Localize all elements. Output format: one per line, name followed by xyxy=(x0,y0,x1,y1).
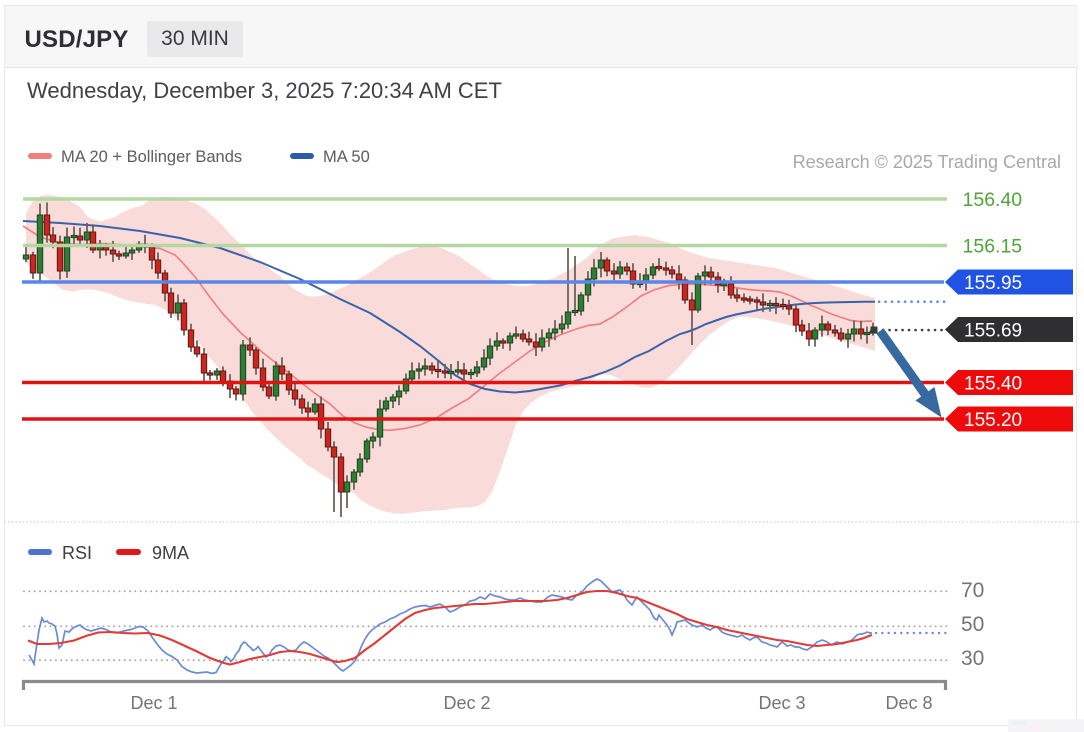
svg-text:155.20: 155.20 xyxy=(964,410,1022,431)
svg-text:155.69: 155.69 xyxy=(964,320,1022,341)
svg-text:156.40: 156.40 xyxy=(963,189,1023,211)
svg-text:155.40: 155.40 xyxy=(964,373,1022,394)
svg-text:155.95: 155.95 xyxy=(964,273,1022,294)
svg-text:156.15: 156.15 xyxy=(963,235,1023,257)
